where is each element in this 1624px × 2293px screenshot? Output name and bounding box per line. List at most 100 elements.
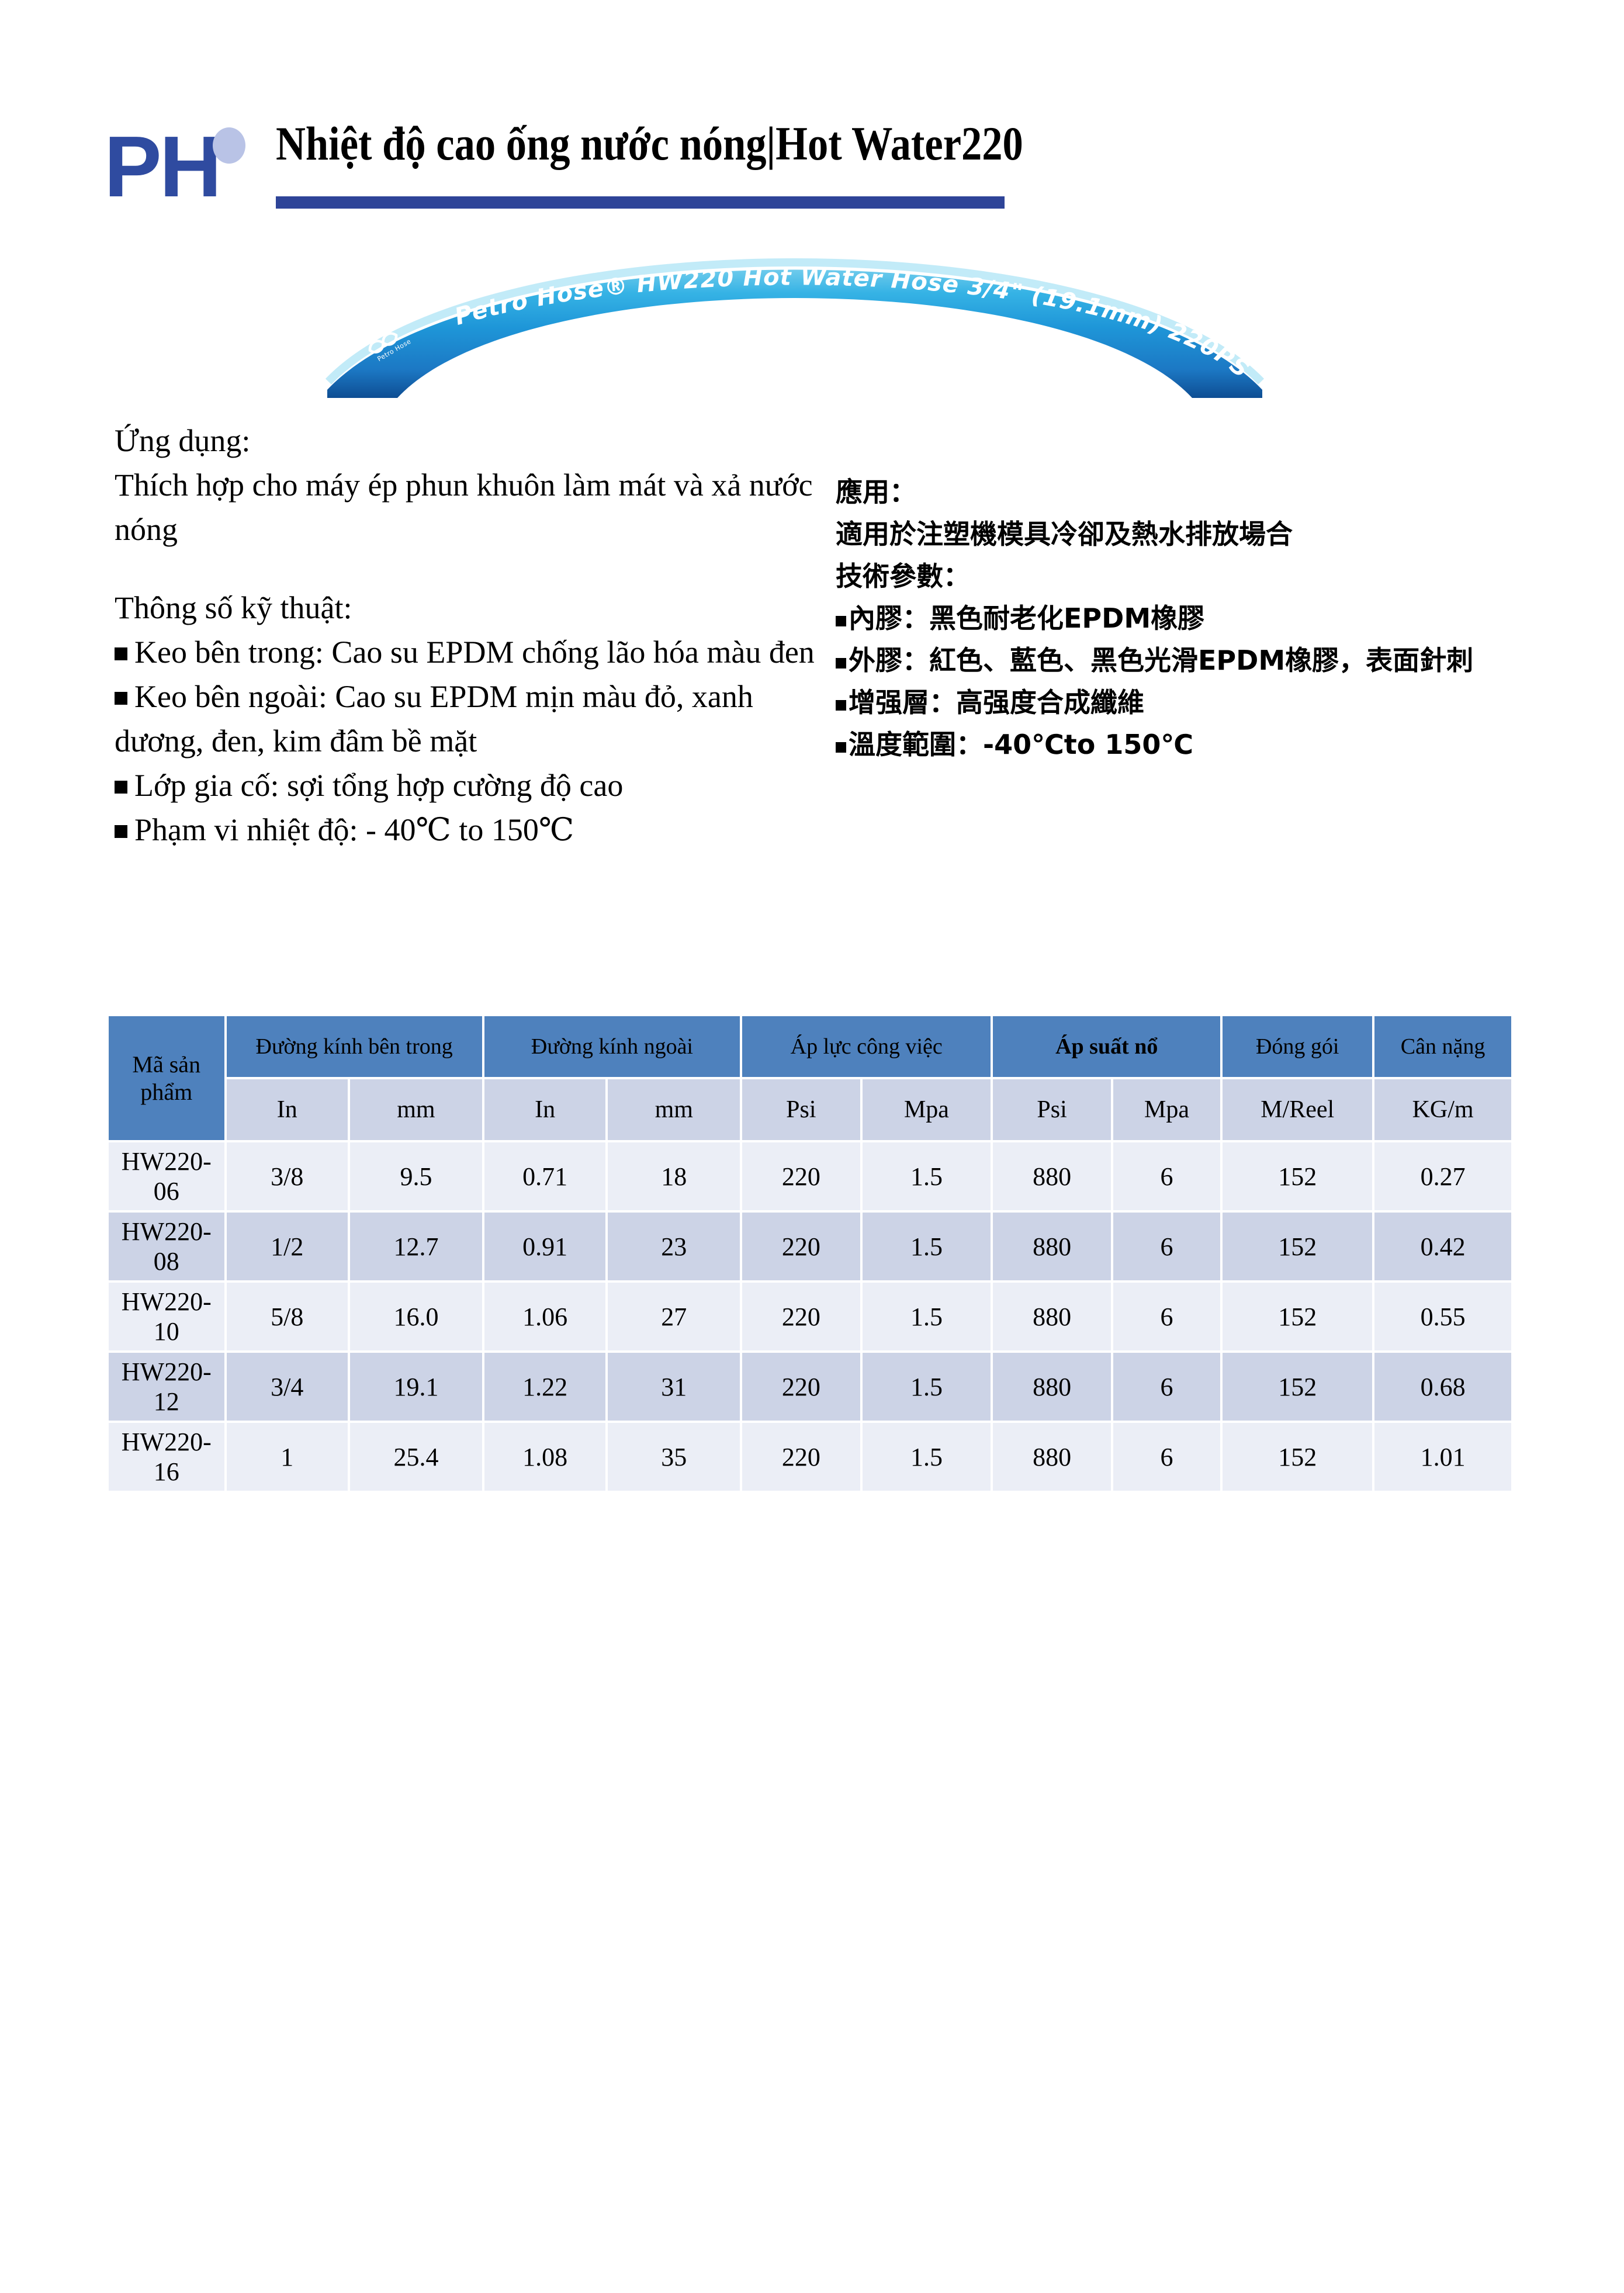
cell-bp-psi: 880 — [993, 1353, 1111, 1421]
cell-wp-psi: 220 — [742, 1142, 860, 1210]
unit-header-od-in: In — [484, 1079, 606, 1140]
vietnamese-text-column: Ứng dụng: Thích hợp cho máy ép phun khuô… — [115, 418, 822, 852]
cell-id-mm: 16.0 — [350, 1283, 482, 1350]
cell-od-mm: 31 — [608, 1353, 740, 1421]
cell-wp-mpa: 1.5 — [862, 1283, 991, 1350]
vi-application-heading: Ứng dụng: — [115, 423, 251, 458]
table-body: HW220-06 3/8 9.5 0.71 18 220 1.5 880 6 152 0.27 HW2… — [109, 1142, 1511, 1491]
brand-logo: PH — [104, 124, 256, 212]
table-unit-header-row: In mm In mm Psi Mpa Psi Mpa M/Reel KG/m — [109, 1079, 1511, 1140]
hose-illustration: Petro Hose Petro Hose® HW220 Hot Water H… — [316, 231, 1265, 398]
cell-bp-mpa: 6 — [1113, 1423, 1221, 1491]
zh-application-heading: 應用： — [836, 476, 916, 508]
zh-spec-item-1-label: 內膠：黑色耐老化EPDM橡膠 — [849, 602, 1205, 634]
table-head: Mã sản phẩm Đường kính bên trong Đường k… — [109, 1016, 1511, 1140]
vi-spec-item-4: Phạm vi nhiệt độ: - 40℃ to 150℃ — [115, 808, 822, 852]
vi-spec-heading: Thông số kỹ thuật: — [115, 590, 352, 625]
table-row: HW220-12 3/4 19.1 1.22 31 220 1.5 880 6 152 0.68 — [109, 1353, 1511, 1421]
vi-spec-item-2-label: Keo bên ngoài: Cao su EPDM mịn màu đỏ, x… — [115, 679, 753, 758]
cell-id-in: 3/8 — [226, 1142, 348, 1210]
cell-weight: 1.01 — [1374, 1423, 1511, 1491]
cell-weight: 0.68 — [1374, 1353, 1511, 1421]
cell-od-in: 0.71 — [484, 1142, 606, 1210]
zh-spec-item-2-label: 外膠：紅色、藍色、黑色光滑EPDM橡膠，表面針刺 — [849, 645, 1474, 676]
unit-header-id-mm: mm — [350, 1079, 482, 1140]
table-row: HW220-06 3/8 9.5 0.71 18 220 1.5 880 6 152 0.27 — [109, 1142, 1511, 1210]
cell-od-mm: 35 — [608, 1423, 740, 1491]
cell-packing: 152 — [1223, 1283, 1373, 1350]
cell-wp-mpa: 1.5 — [862, 1142, 991, 1210]
cell-packing: 152 — [1223, 1353, 1373, 1421]
vi-spec-item-2: Keo bên ngoài: Cao su EPDM mịn màu đỏ, x… — [115, 674, 822, 763]
col-header-model: Mã sản phẩm — [109, 1016, 224, 1140]
unit-header-bp-psi: Psi — [993, 1079, 1111, 1140]
cell-bp-mpa: 6 — [1113, 1353, 1221, 1421]
cell-id-in: 1/2 — [226, 1213, 348, 1280]
title-block: Nhiệt độ cao ống nước nóng|Hot Water220 — [276, 115, 1386, 209]
cell-packing: 152 — [1223, 1423, 1373, 1491]
zh-spec-item-4: 溫度範圍：-40℃to 150℃ — [836, 723, 1595, 766]
cell-weight: 0.27 — [1374, 1142, 1511, 1210]
chinese-text-column: 應用： 適用於注塑機模具冷卻及熱水排放場合 技術參數： 內膠：黑色耐老化EPDM… — [836, 471, 1595, 766]
cell-bp-psi: 880 — [993, 1142, 1111, 1210]
cell-id-mm: 25.4 — [350, 1423, 482, 1491]
vi-spec-item-3: Lớp gia cố: sợi tổng hợp cường độ cao — [115, 763, 822, 808]
col-header-weight: Cân nặng — [1374, 1016, 1511, 1077]
square-bullet-icon — [836, 700, 846, 711]
cell-id-in: 5/8 — [226, 1283, 348, 1350]
cell-bp-psi: 880 — [993, 1423, 1111, 1491]
table-row: HW220-10 5/8 16.0 1.06 27 220 1.5 880 6 152 0.55 — [109, 1283, 1511, 1350]
vi-spec-item-4-label: Phạm vi nhiệt độ: - 40℃ to 150℃ — [134, 812, 574, 847]
cell-weight: 0.55 — [1374, 1283, 1511, 1350]
cell-bp-mpa: 6 — [1113, 1213, 1221, 1280]
zh-spec-item-3: 增强層：高强度合成纖維 — [836, 681, 1595, 723]
unit-header-wp-mpa: Mpa — [862, 1079, 991, 1140]
cell-wp-mpa: 1.5 — [862, 1213, 991, 1280]
table-group-header-row: Mã sản phẩm Đường kính bên trong Đường k… — [109, 1016, 1511, 1140]
cell-od-mm: 18 — [608, 1142, 740, 1210]
cell-id-in: 3/4 — [226, 1353, 348, 1421]
cell-od-in: 1.22 — [484, 1353, 606, 1421]
vi-spec-item-1: Keo bên trong: Cao su EPDM chống lão hóa… — [115, 630, 822, 674]
zh-spec-item-2: 外膠：紅色、藍色、黑色光滑EPDM橡膠，表面針刺 — [836, 639, 1595, 681]
cell-bp-psi: 880 — [993, 1213, 1111, 1280]
cell-wp-mpa: 1.5 — [862, 1423, 991, 1491]
col-header-outer-diameter: Đường kính ngoài — [484, 1016, 740, 1077]
product-photo: Petro Hose Petro Hose® HW220 Hot Water H… — [316, 231, 1274, 400]
cell-model: HW220-12 — [109, 1353, 224, 1421]
cell-id-in: 1 — [226, 1423, 348, 1491]
square-bullet-icon — [115, 692, 127, 705]
cell-packing: 152 — [1223, 1213, 1373, 1280]
zh-spec-item-1: 內膠：黑色耐老化EPDM橡膠 — [836, 597, 1595, 639]
table-row: HW220-16 1 25.4 1.08 35 220 1.5 880 6 152 1.01 — [109, 1423, 1511, 1491]
col-header-working-pressure: Áp lực công việc — [742, 1016, 991, 1077]
cell-wp-psi: 220 — [742, 1423, 860, 1491]
cell-id-mm: 19.1 — [350, 1353, 482, 1421]
cell-od-in: 0.91 — [484, 1213, 606, 1280]
cell-od-in: 1.06 — [484, 1283, 606, 1350]
title-underline-rule — [276, 196, 1005, 209]
cell-id-mm: 9.5 — [350, 1142, 482, 1210]
cell-od-in: 1.08 — [484, 1423, 606, 1491]
table-row: HW220-08 1/2 12.7 0.91 23 220 1.5 880 6 152 0.42 — [109, 1213, 1511, 1280]
vi-spec-item-1-label: Keo bên trong: Cao su EPDM chống lão hóa… — [134, 635, 815, 670]
zh-spec-heading: 技術參數： — [836, 560, 970, 592]
hose-print-line: Petro Hose® HW220 Hot Water Hose 3/4" (1… — [316, 231, 1255, 383]
unit-header-id-in: In — [226, 1079, 348, 1140]
logo-text: PH — [104, 119, 222, 215]
cell-packing: 152 — [1223, 1142, 1373, 1210]
vi-spec-item-3-label: Lớp gia cố: sợi tổng hợp cường độ cao — [134, 768, 624, 803]
square-bullet-icon — [115, 647, 127, 660]
cell-wp-mpa: 1.5 — [862, 1353, 991, 1421]
unit-header-od-mm: mm — [608, 1079, 740, 1140]
square-bullet-icon — [836, 742, 846, 753]
cell-od-mm: 23 — [608, 1213, 740, 1280]
logo-dot-icon — [213, 127, 245, 164]
zh-spec-item-4-label: 溫度範圍：-40℃to 150℃ — [849, 729, 1194, 760]
cell-bp-mpa: 6 — [1113, 1142, 1221, 1210]
cell-bp-psi: 880 — [993, 1283, 1111, 1350]
cell-od-mm: 27 — [608, 1283, 740, 1350]
cell-bp-mpa: 6 — [1113, 1283, 1221, 1350]
col-header-inner-diameter: Đường kính bên trong — [226, 1016, 482, 1077]
zh-spec-item-3-label: 增强層：高强度合成纖維 — [849, 687, 1144, 718]
